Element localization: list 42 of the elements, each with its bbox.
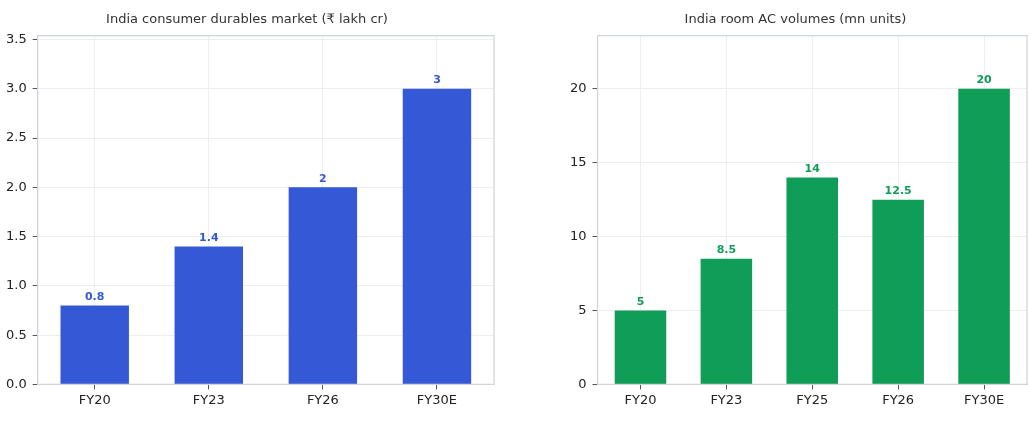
- x-tick-label: FY20: [78, 391, 111, 407]
- x-tick-label: FY26: [306, 391, 339, 407]
- data-label: 12.5: [884, 184, 912, 198]
- data-label: 3: [433, 73, 441, 87]
- y-tick-label: 5: [578, 301, 587, 317]
- y-tick-label: 0.5: [5, 326, 27, 342]
- y-tick-label: 0.0: [5, 375, 27, 391]
- y-tick-label: 3.5: [5, 30, 27, 46]
- data-label: 2: [319, 171, 327, 185]
- data-label: 0.8: [84, 289, 105, 303]
- y-tick-label: 3.0: [5, 80, 27, 96]
- data-label: 1.4: [199, 230, 219, 244]
- bar: [700, 258, 753, 384]
- y-tick-label: 2.5: [5, 129, 27, 145]
- bar: [402, 88, 472, 384]
- x-tick-label: FY26: [882, 391, 915, 407]
- x-tick-label: FY23: [710, 391, 743, 407]
- bar: [872, 199, 924, 384]
- x-tick-label: FY23: [192, 391, 225, 407]
- x-tick-label: FY30E: [416, 391, 458, 407]
- y-tick-label: 10: [570, 227, 587, 243]
- bar: [60, 305, 129, 384]
- data-label: 14: [804, 161, 821, 175]
- y-tick-label: 0: [578, 375, 587, 391]
- data-label: 8.5: [716, 243, 737, 257]
- y-tick-label: 2.0: [5, 178, 27, 194]
- bar: [288, 187, 358, 384]
- x-tick-label: FY30E: [963, 391, 1005, 407]
- chart-title: India consumer durables market (₹ lakh cr): [106, 11, 388, 27]
- bar: [614, 310, 667, 384]
- y-tick-label: 1.0: [5, 277, 27, 293]
- y-tick-label: 1.5: [5, 227, 27, 243]
- x-tick-label: FY25: [796, 391, 829, 407]
- x-tick-label: FY20: [624, 391, 657, 407]
- chart-title: India room AC volumes (mn units): [684, 11, 907, 27]
- data-label: 5: [636, 294, 645, 308]
- data-label: 20: [976, 73, 993, 87]
- bar: [958, 88, 1010, 384]
- bar: [786, 177, 839, 384]
- y-tick-label: 20: [570, 80, 587, 96]
- bar: [174, 246, 244, 384]
- y-tick-label: 15: [570, 154, 587, 170]
